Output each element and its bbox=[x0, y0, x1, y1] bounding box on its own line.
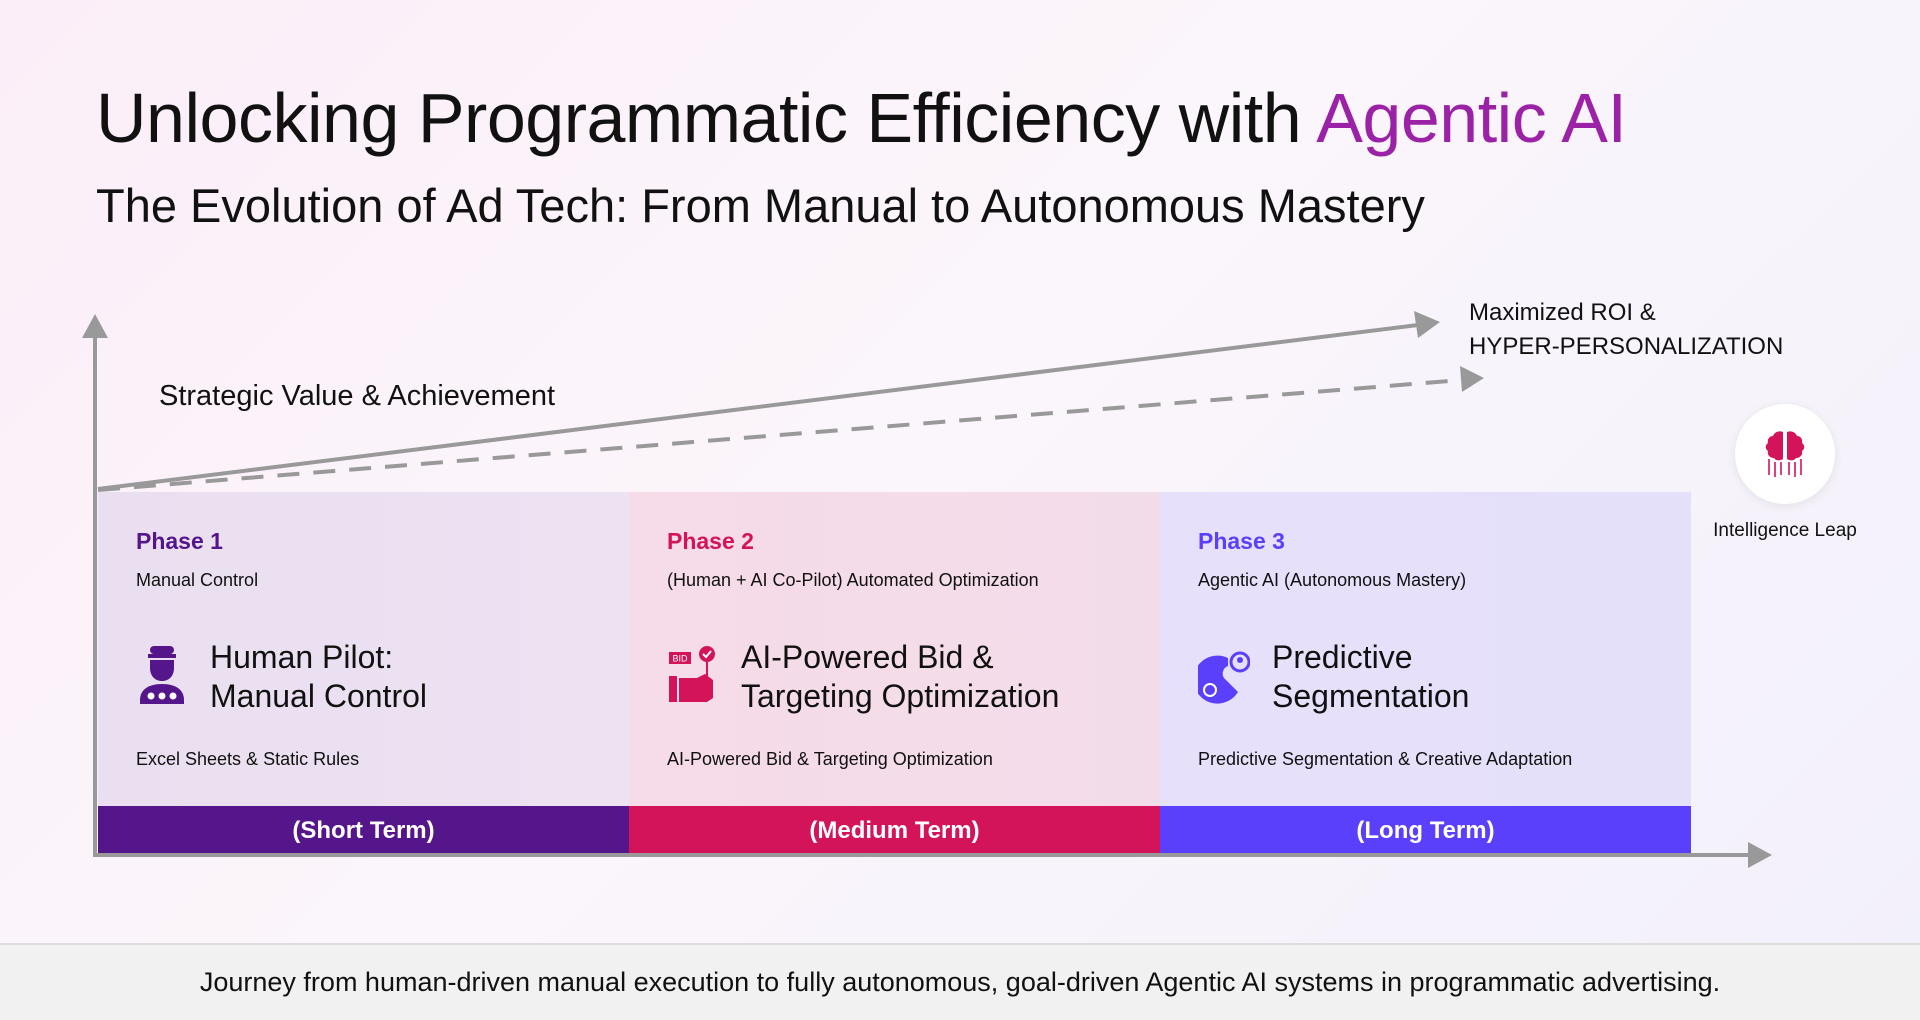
heading-line: Human Pilot: bbox=[210, 639, 394, 675]
human-pilot-icon bbox=[140, 646, 184, 704]
heading-line: Targeting Optimization bbox=[741, 678, 1060, 714]
intelligence-leap-badge bbox=[1735, 404, 1835, 504]
heading-line: Predictive bbox=[1272, 639, 1413, 675]
bid-hand-icon: BID bbox=[669, 646, 715, 702]
term-short: (Short Term) bbox=[98, 806, 629, 855]
phase-description: Excel Sheets & Static Rules bbox=[136, 749, 360, 769]
goal-line: HYPER-PERSONALIZATION bbox=[1469, 333, 1784, 360]
phase-description: AI-Powered Bid & Targeting Optimization bbox=[667, 749, 993, 769]
y-axis-label: Strategic Value & Achievement bbox=[159, 380, 556, 412]
growth-arrow-solid bbox=[97, 323, 1419, 491]
phase-heading: Human Pilot: Manual Control bbox=[210, 638, 427, 716]
goal-line: Maximized ROI & bbox=[1469, 299, 1656, 326]
heading-line: Manual Control bbox=[210, 678, 427, 714]
page-title: Unlocking Programmatic Efficiency with A… bbox=[96, 78, 1627, 158]
phase-description: Predictive Segmentation & Creative Adapt… bbox=[1198, 749, 1573, 769]
phase-subtitle: (Human + AI Co-Pilot) Automated Optimiza… bbox=[667, 570, 1039, 590]
phase-subtitle: Agentic AI (Autonomous Mastery) bbox=[1198, 570, 1467, 590]
phase-3-panel: Phase 3 Agentic AI (Autonomous Mastery) … bbox=[1160, 492, 1691, 806]
growth-arrowhead-dashed bbox=[1460, 366, 1484, 392]
footer-caption: Journey from human-driven manual executi… bbox=[0, 943, 1920, 1020]
phase-label: Phase 3 bbox=[1198, 528, 1285, 554]
phase-1-panel: Phase 1 Manual Control Human Pilot: Manua… bbox=[98, 492, 629, 806]
phase-label: Phase 2 bbox=[667, 528, 754, 554]
bid-icon-text: BID bbox=[672, 654, 688, 664]
phase-heading: Predictive Segmentation bbox=[1272, 638, 1469, 716]
term-long: (Long Term) bbox=[1160, 806, 1691, 855]
phase-label: Phase 1 bbox=[136, 528, 223, 554]
page-subtitle: The Evolution of Ad Tech: From Manual to… bbox=[96, 179, 1425, 232]
title-main: Unlocking Programmatic Efficiency with bbox=[96, 79, 1317, 157]
growth-arrow-dashed bbox=[97, 378, 1463, 492]
brain-icon bbox=[1765, 431, 1805, 477]
title-accent: Agentic AI bbox=[1316, 79, 1627, 157]
phase-subtitle: Manual Control bbox=[136, 570, 259, 590]
growth-arrowhead-solid bbox=[1414, 311, 1440, 338]
y-axis-arrowhead bbox=[82, 314, 108, 338]
heading-line: Segmentation bbox=[1272, 678, 1470, 714]
x-axis-arrowhead bbox=[1748, 842, 1772, 868]
phase-heading: AI-Powered Bid & Targeting Optimization bbox=[741, 638, 1059, 716]
term-medium: (Medium Term) bbox=[629, 806, 1160, 855]
phase-2-panel: Phase 2 (Human + AI Co-Pilot) Automated … bbox=[629, 492, 1160, 806]
heading-line: AI-Powered Bid & bbox=[741, 639, 994, 675]
intelligence-leap-label: Intelligence Leap bbox=[1713, 520, 1857, 541]
segmentation-icon bbox=[1198, 651, 1250, 704]
goal-label: Maximized ROI & HYPER-PERSONALIZATION bbox=[1469, 296, 1783, 364]
